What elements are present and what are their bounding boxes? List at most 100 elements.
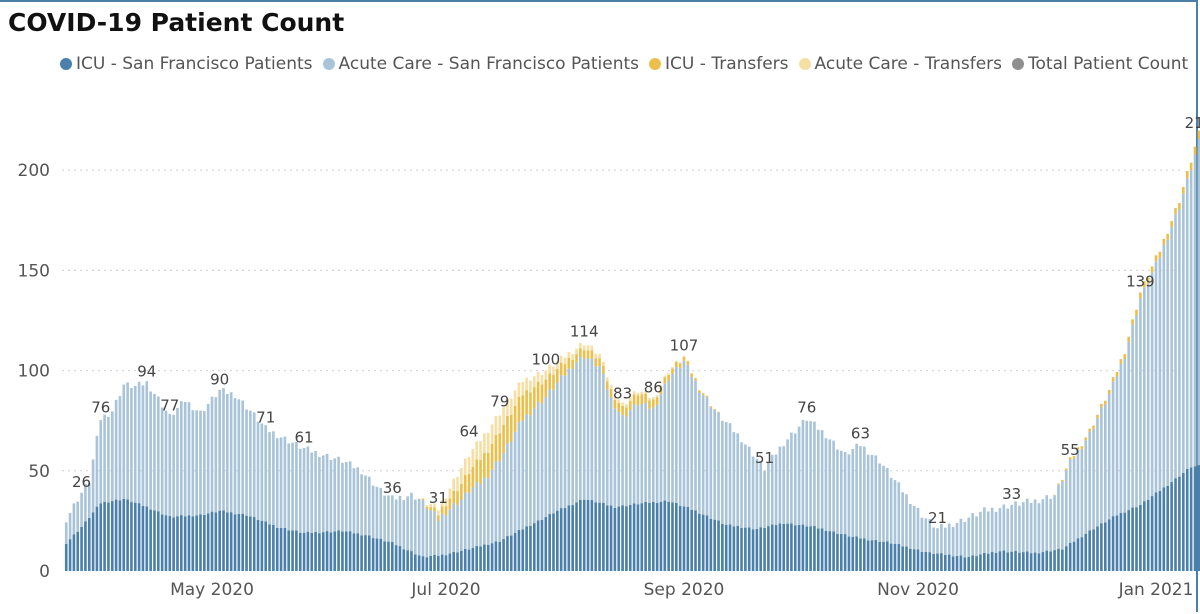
bar-icu-sf	[836, 533, 839, 571]
bar-acute-transfers	[483, 433, 486, 453]
bar-icu-transfers	[433, 507, 436, 512]
bar-icu-transfers	[575, 354, 578, 363]
bar-acute-sf	[548, 389, 551, 515]
bar-icu-transfers	[1061, 479, 1064, 482]
bar-acute-sf	[1080, 448, 1084, 538]
bar-icu-sf	[579, 499, 582, 571]
bar-icu-sf	[885, 541, 889, 571]
bar-acute-sf	[437, 520, 440, 556]
bar-acute-transfers	[686, 360, 690, 362]
bar-icu-sf	[64, 543, 68, 571]
bar-acute-sf	[770, 454, 774, 525]
bar-icu-sf	[801, 524, 805, 571]
bar-icu-transfers	[675, 362, 678, 368]
bar-icu-transfers	[525, 390, 528, 415]
bar-acute-sf	[732, 432, 736, 527]
bar-acute-sf	[678, 367, 682, 506]
bar-icu-sf	[582, 499, 586, 571]
bar-icu-sf	[770, 524, 774, 571]
bar-acute-transfers	[648, 398, 651, 401]
bar-acute-sf	[836, 449, 839, 534]
legend-item-icu-sf[interactable]: ICU - San Francisco Patients	[60, 54, 313, 74]
bar-icu-transfers	[579, 348, 582, 357]
bar-acute-sf	[866, 454, 870, 541]
legend-item-acute-transfers[interactable]: Acute Care - Transfers	[798, 54, 1003, 74]
bar-acute-sf	[1006, 508, 1010, 553]
bar-acute-sf	[559, 375, 563, 509]
bar-icu-sf	[983, 552, 986, 571]
bar-icu-sf	[206, 513, 210, 571]
bar-icu-sf	[1123, 512, 1127, 571]
bar-icu-sf	[164, 515, 168, 571]
bar-acute-sf	[252, 412, 256, 518]
bar-icu-sf	[1185, 468, 1189, 571]
bar-acute-sf	[621, 414, 624, 506]
bar-acute-sf	[663, 383, 667, 501]
y-tick-label: 50	[28, 462, 50, 482]
bar-acute-sf	[747, 446, 751, 528]
bar-acute-sf	[575, 362, 578, 503]
bar-icu-sf	[659, 501, 663, 571]
bar-icu-transfers	[598, 358, 601, 367]
bar-icu-sf	[187, 515, 191, 571]
bar-icu-sf	[333, 531, 337, 571]
bar-acute-sf	[452, 503, 455, 552]
bar-acute-sf	[1049, 498, 1052, 552]
bar-acute-transfers	[509, 398, 513, 415]
bar-icu-sf	[517, 529, 521, 571]
bar-icu-sf	[855, 536, 858, 571]
bar-acute-sf	[813, 421, 816, 526]
bar-icu-transfers	[1154, 255, 1158, 262]
bar-icu-sf	[1014, 551, 1017, 571]
bar-icu-sf	[1178, 476, 1181, 571]
bar-icu-sf	[951, 556, 955, 571]
legend-item-acute-sf[interactable]: Acute Care - San Francisco Patients	[322, 54, 639, 74]
bar-acute-sf	[1064, 470, 1068, 547]
bar-acute-sf	[344, 462, 348, 532]
bar-icu-sf	[1092, 529, 1095, 571]
bar-icu-transfers	[437, 515, 440, 521]
bar-icu-sf	[1166, 485, 1170, 571]
bar-acute-sf	[740, 442, 743, 528]
bar-icu-transfers	[648, 400, 651, 409]
bar-icu-sf	[1146, 499, 1150, 571]
bar-icu-transfers	[609, 389, 613, 398]
bar-icu-sf	[878, 541, 881, 571]
data-label: 71	[256, 409, 275, 427]
bar-icu-transfers	[544, 379, 548, 397]
bar-acute-sf	[851, 449, 855, 537]
bar-acute-transfers	[502, 407, 505, 425]
bar-acute-sf	[195, 410, 198, 516]
x-tick-label: Jan 2021	[1118, 580, 1194, 600]
bar-icu-sf	[433, 554, 436, 571]
data-label: 218	[1185, 114, 1200, 132]
bar-acute-sf	[544, 396, 548, 517]
bar-acute-sf	[1123, 359, 1127, 513]
bar-icu-sf	[1033, 552, 1037, 571]
bar-icu-transfers	[444, 506, 448, 516]
bar-icu-transfers	[1135, 309, 1138, 316]
bar-icu-sf	[1111, 516, 1115, 571]
bar-acute-sf	[1111, 381, 1115, 517]
bar-icu-sf	[1139, 504, 1142, 571]
bar-acute-sf	[199, 410, 202, 515]
bar-acute-transfers	[536, 371, 540, 382]
bar-icu-transfers	[717, 411, 720, 413]
bar-acute-sf	[579, 356, 582, 500]
bar-icu-sf	[203, 514, 206, 571]
bar-icu-sf	[387, 541, 390, 571]
bar-acute-sf	[153, 393, 156, 511]
bar-icu-transfers	[671, 368, 674, 375]
bar-icu-sf	[847, 536, 851, 571]
legend-item-total[interactable]: Total Patient Count	[1012, 54, 1188, 74]
bar-acute-transfers	[479, 441, 482, 461]
bar-acute-sf	[1146, 283, 1150, 500]
legend-label: Acute Care - Transfers	[814, 54, 1003, 74]
bar-acute-sf	[1193, 154, 1197, 467]
bar-acute-transfers	[440, 500, 444, 507]
bar-icu-transfers	[1088, 428, 1091, 432]
bar-acute-sf	[68, 512, 72, 540]
legend-item-icu-transfers[interactable]: ICU - Transfers	[649, 54, 789, 74]
bar-acute-sf	[1014, 501, 1017, 552]
bar-acute-sf	[955, 522, 959, 556]
